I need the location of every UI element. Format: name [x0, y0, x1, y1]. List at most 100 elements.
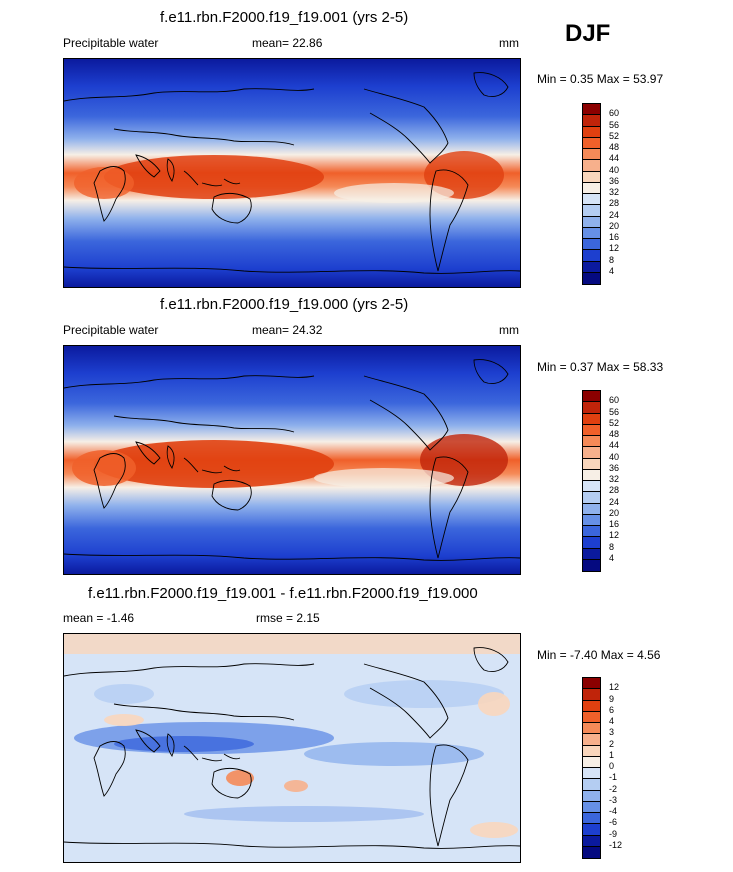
- colorbar-swatch: [583, 537, 600, 549]
- panel-1-min-value: 0.35: [570, 72, 594, 86]
- colorbar-tick-label: 40: [609, 451, 620, 462]
- colorbar-swatch: [583, 469, 600, 481]
- colorbar-swatch: [583, 514, 600, 526]
- colorbar-swatch: [583, 272, 600, 284]
- colorbar-tick-label: 9: [609, 693, 615, 704]
- colorbar-tick-label: 24: [609, 209, 620, 220]
- colorbar-tick-label: -9: [609, 828, 618, 839]
- colorbar-swatch: [583, 216, 600, 228]
- colorbar-swatch: [583, 171, 600, 183]
- panel-2-mean-value: 24.32: [292, 323, 323, 337]
- panel-1-units: mm: [499, 36, 519, 50]
- panel-3-rmse-label: rmse =: [256, 611, 294, 625]
- panel-3-min-label: Min =: [537, 648, 567, 662]
- colorbar-swatch: [583, 801, 600, 813]
- panel-1-title: f.e11.rbn.F2000.f19_f19.001 (yrs 2-5): [160, 9, 409, 26]
- colorbar-tick-label: -6: [609, 817, 618, 828]
- colorbar-swatch: [583, 678, 600, 690]
- panel-1-max-label: Max =: [596, 72, 630, 86]
- colorbar-tick-label: 1: [609, 749, 615, 760]
- panel-1-mean-value: 22.86: [292, 36, 323, 50]
- panel-2-mean: mean= 24.32: [252, 323, 322, 337]
- panel-2-max-value: 58.33: [633, 360, 664, 374]
- colorbar-swatch: [583, 115, 600, 127]
- colorbar-tick-label: 40: [609, 164, 620, 175]
- panel-3-colorbar: [582, 677, 601, 859]
- colorbar-swatch: [583, 137, 600, 149]
- colorbar-tick-label: 32: [609, 474, 620, 484]
- panel-3-max-label: Max =: [600, 648, 634, 662]
- colorbar-tick-label: 48: [609, 429, 620, 439]
- panel-3-rmse-value: 2.15: [296, 611, 320, 625]
- colorbar-tick-label: -3: [609, 794, 618, 805]
- colorbar-swatch: [583, 745, 600, 757]
- colorbar-tick-label: 24: [609, 496, 620, 507]
- panel-1-colorbar: [582, 103, 601, 285]
- colorbar-swatch: [583, 436, 600, 448]
- colorbar-tick-label: 56: [609, 119, 620, 130]
- panel-1-mean: mean= 22.86: [252, 36, 322, 50]
- panel-2-colorbar: [582, 390, 601, 572]
- colorbar-tick-label: 8: [609, 541, 615, 552]
- colorbar-swatch: [583, 424, 600, 436]
- colorbar-tick-label: 52: [609, 417, 620, 428]
- colorbar-swatch: [583, 790, 600, 802]
- colorbar-swatch: [583, 835, 600, 847]
- panel-3-map: [63, 633, 521, 863]
- colorbar-swatch: [583, 149, 600, 161]
- colorbar-tick-label: 60: [609, 108, 620, 119]
- colorbar-tick-label: 8: [609, 254, 615, 265]
- colorbar-swatch: [583, 734, 600, 746]
- colorbar-tick-label: -4: [609, 806, 618, 816]
- colorbar-swatch: [583, 126, 600, 138]
- panel-3-max-value: 4.56: [637, 648, 661, 662]
- panel-1-max-value: 53.97: [633, 72, 664, 86]
- colorbar-swatch: [583, 526, 600, 538]
- colorbar-tick-label: -12: [609, 839, 623, 850]
- colorbar-swatch: [583, 227, 600, 239]
- panel-3-rmse: rmse = 2.15: [256, 611, 320, 625]
- colorbar-tick-label: 36: [609, 462, 620, 473]
- panel-2-title: f.e11.rbn.F2000.f19_f19.000 (yrs 2-5): [160, 296, 409, 313]
- colorbar-swatch: [583, 689, 600, 701]
- colorbar-tick-label: 6: [609, 704, 615, 715]
- colorbar-tick-label: -1: [609, 772, 618, 783]
- panel-3-title: f.e11.rbn.F2000.f19_f19.001 - f.e11.rbn.…: [88, 585, 478, 602]
- colorbar-tick-label: 16: [609, 232, 620, 242]
- colorbar-tick-label: 4: [609, 552, 615, 563]
- colorbar-tick-label: 44: [609, 153, 620, 164]
- panel-3-minmax: Min = -7.40 Max = 4.56: [537, 648, 660, 662]
- colorbar-swatch: [583, 824, 600, 836]
- colorbar-swatch: [583, 492, 600, 504]
- colorbar-swatch: [583, 700, 600, 712]
- colorbar-swatch: [583, 205, 600, 217]
- colorbar-swatch: [583, 548, 600, 560]
- panel-1-min-label: Min =: [537, 72, 567, 86]
- panel-1-mean-label: mean=: [252, 36, 290, 50]
- colorbar-tick-label: 56: [609, 406, 620, 417]
- colorbar-swatch: [583, 711, 600, 723]
- colorbar-tick-label: 28: [609, 198, 620, 209]
- colorbar-tick-label: 12: [609, 530, 620, 541]
- panel-2-map: [63, 345, 521, 575]
- colorbar-swatch: [583, 194, 600, 206]
- colorbar-swatch: [583, 458, 600, 470]
- colorbar-tick-label: 16: [609, 519, 620, 529]
- colorbar-swatch: [583, 447, 600, 459]
- panel-2-minmax: Min = 0.37 Max = 58.33: [537, 360, 663, 374]
- colorbar-tick-label: 36: [609, 175, 620, 186]
- colorbar-swatch: [583, 779, 600, 791]
- panel-2-max-label: Max =: [596, 360, 630, 374]
- panel-2-min-label: Min =: [537, 360, 567, 374]
- colorbar-tick-label: 4: [609, 716, 615, 726]
- colorbar-tick-label: 12: [609, 682, 620, 693]
- colorbar-swatch: [583, 413, 600, 425]
- panel-3-mean-label: mean =: [63, 611, 104, 625]
- colorbar-swatch: [583, 559, 600, 571]
- colorbar-tick-label: 0: [609, 761, 615, 771]
- panel-3-mean-value: -1.46: [106, 611, 135, 625]
- colorbar-tick-label: 20: [609, 507, 620, 518]
- colorbar-swatch: [583, 846, 600, 858]
- colorbar-tick-label: 3: [609, 727, 615, 738]
- panel-2-min-value: 0.37: [570, 360, 594, 374]
